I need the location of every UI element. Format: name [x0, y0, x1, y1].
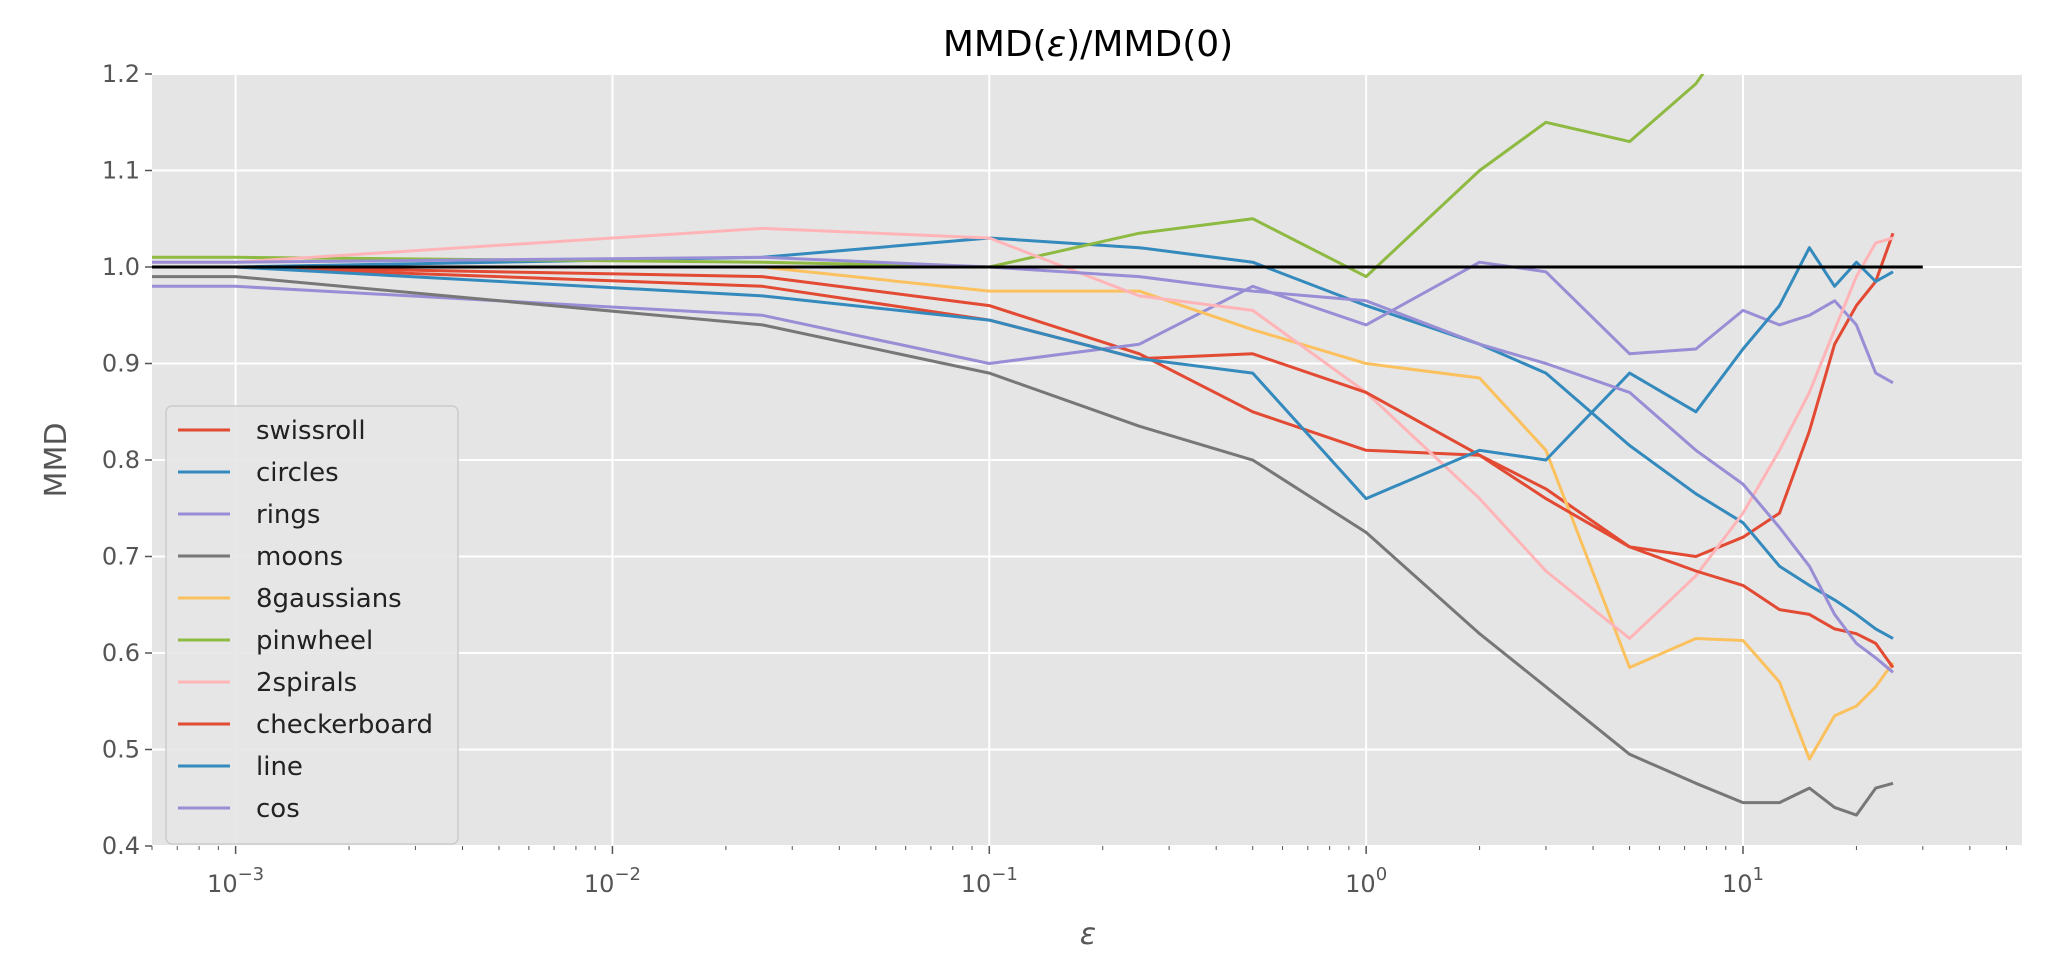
legend-label-moons: moons [256, 542, 343, 572]
series-line-pinwheel [152, 74, 1705, 279]
x-tick-label: 10−1 [961, 864, 1018, 898]
legend-label-circles: circles [256, 458, 339, 488]
x-tick-exponent: 0 [1376, 864, 1387, 885]
series-line-rings [152, 260, 1894, 385]
x-tick-label: 10−2 [584, 864, 641, 898]
legend-label-8gaussians: 8gaussians [256, 584, 402, 614]
legend-label-line: line [256, 752, 303, 782]
series-line-circles [152, 236, 1894, 640]
legend-label-rings: rings [256, 500, 320, 530]
x-tick-exponent: −1 [991, 864, 1018, 885]
y-tick-label: 0.6 [102, 639, 140, 667]
x-axis-label: ε [1080, 917, 1096, 952]
legend-label-checkerboard: checkerboard [256, 710, 433, 740]
series-line-2spirals [152, 226, 1894, 640]
x-tick-base: 10 [584, 870, 615, 898]
x-tick-base: 10 [1345, 870, 1376, 898]
series-line-8gaussians [152, 265, 1895, 761]
x-tick-base: 10 [961, 870, 992, 898]
y-tick-label: 1.1 [102, 157, 140, 185]
x-tick-exponent: −2 [614, 864, 641, 885]
chart-title-prefix: MMD( [943, 24, 1047, 65]
y-tick-label: 0.4 [102, 832, 140, 860]
legend-label-2spirals: 2spirals [256, 668, 357, 698]
chart-title: MMD(ε)/MMD(0) [943, 24, 1233, 65]
axis-ticks: 0.40.50.60.70.80.91.01.11.210−3 10−2 10−1 1… [102, 60, 2007, 898]
y-tick-label: 0.8 [102, 446, 140, 474]
y-axis-label: MMD [39, 423, 74, 498]
legend-label-pinwheel: pinwheel [256, 626, 373, 656]
y-tick-label: 0.7 [102, 543, 140, 571]
legend: swissroll circles rings moons 8gaussians pinw… [165, 405, 459, 845]
y-tick-label: 1.0 [102, 253, 140, 281]
x-tick-label: 10−3 [207, 864, 264, 898]
legend-label-cos: cos [256, 794, 300, 824]
x-tick-exponent: −3 [238, 864, 265, 885]
series-line-swissroll [152, 232, 1895, 558]
chart-title-suffix: )/MMD(0) [1066, 24, 1233, 65]
x-tick-label: 100 [1345, 864, 1387, 898]
x-tick-label: 101 [1722, 864, 1764, 898]
series-lines [152, 74, 1923, 817]
x-tick-base: 10 [207, 870, 238, 898]
x-tick-base: 10 [1722, 870, 1753, 898]
legend-box [165, 405, 459, 845]
legend-label-swissroll: swissroll [256, 416, 366, 446]
series-line-moons [152, 275, 1894, 817]
y-tick-label: 0.9 [102, 350, 140, 378]
y-tick-label: 1.2 [102, 60, 140, 88]
series-line-line [152, 246, 1894, 501]
series-line-cos [152, 255, 1894, 674]
x-tick-exponent: 1 [1753, 864, 1764, 885]
chart-title-epsilon: ε [1047, 24, 1066, 65]
series-line-checkerboard [152, 265, 1895, 669]
y-tick-label: 0.5 [102, 736, 140, 764]
